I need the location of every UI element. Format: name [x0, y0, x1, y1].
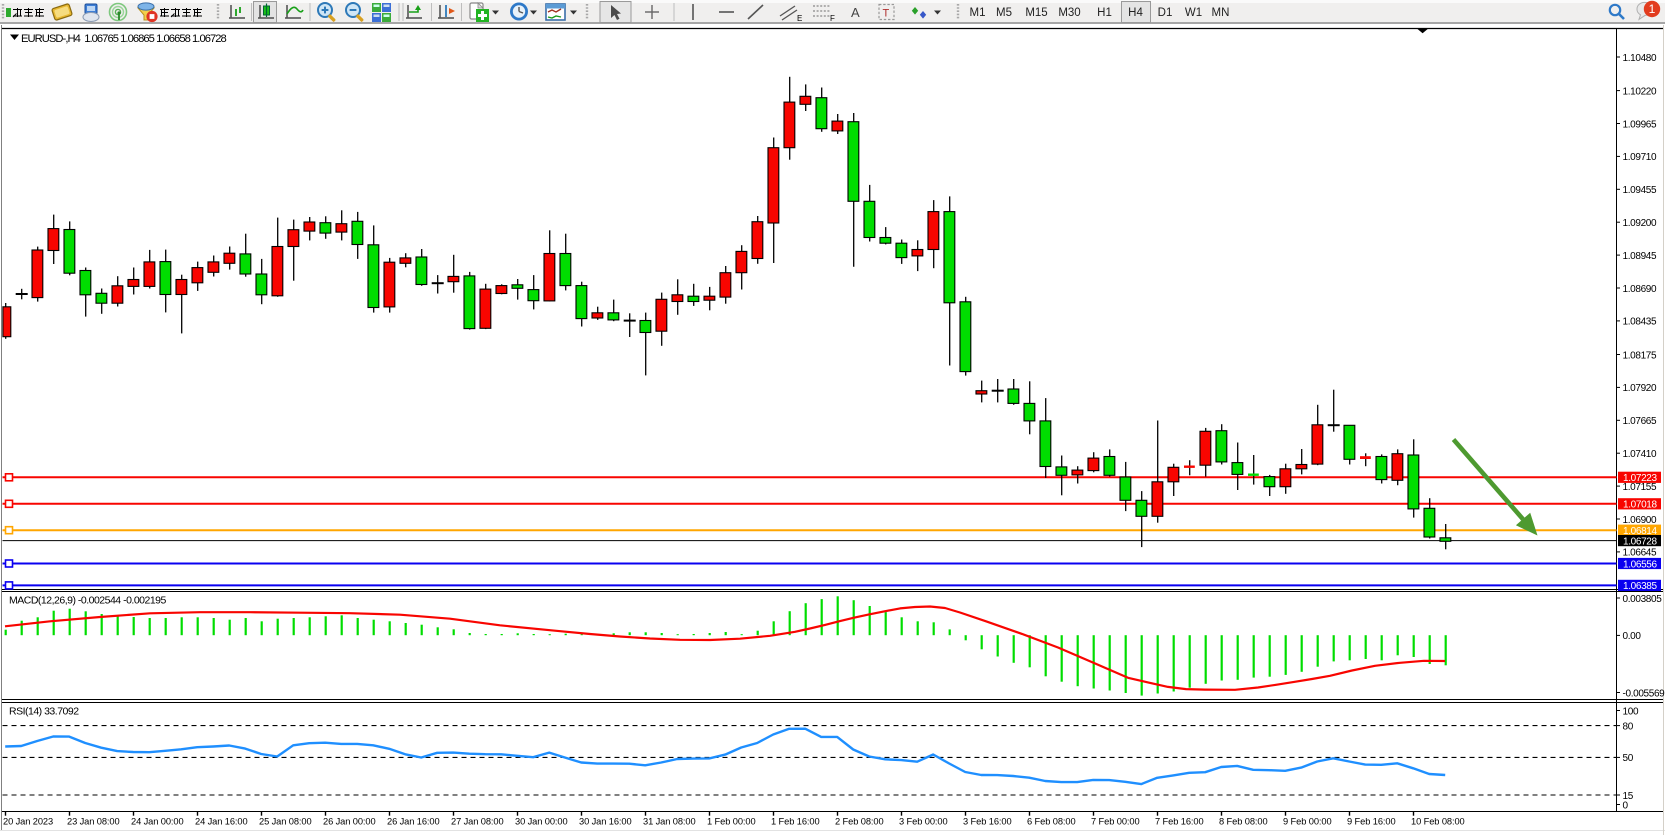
svg-text:1.08690: 1.08690 — [1623, 284, 1657, 295]
svg-text:50: 50 — [1623, 753, 1634, 764]
svg-text:0: 0 — [1623, 800, 1629, 811]
svg-text:30 Jan 16:00: 30 Jan 16:00 — [579, 817, 632, 827]
svg-text:H4: H4 — [1128, 7, 1143, 19]
svg-text:1.10220: 1.10220 — [1623, 86, 1657, 97]
svg-text:H1: H1 — [1097, 7, 1112, 19]
svg-text:6 Feb 08:00: 6 Feb 08:00 — [1027, 817, 1076, 827]
svg-text:1.10480: 1.10480 — [1623, 53, 1657, 64]
svg-text:D1: D1 — [1158, 7, 1173, 19]
svg-text:1.08945: 1.08945 — [1623, 251, 1657, 262]
svg-text:3 Feb 00:00: 3 Feb 00:00 — [899, 817, 948, 827]
svg-text:0.003805: 0.003805 — [1623, 594, 1663, 605]
svg-text:A: A — [851, 5, 860, 20]
svg-text:1.07223: 1.07223 — [1623, 473, 1657, 484]
svg-text:1.06728: 1.06728 — [1623, 536, 1657, 547]
svg-text:9 Feb 16:00: 9 Feb 16:00 — [1347, 817, 1396, 827]
svg-text:1: 1 — [1649, 2, 1656, 16]
svg-text:M5: M5 — [996, 7, 1012, 19]
svg-text:1.09710: 1.09710 — [1623, 152, 1657, 163]
svg-text:MN: MN — [1212, 7, 1230, 19]
svg-text:100: 100 — [1623, 706, 1640, 717]
svg-text:1.06900: 1.06900 — [1623, 515, 1657, 526]
svg-text:24 Jan 00:00: 24 Jan 00:00 — [131, 817, 184, 827]
svg-text:T: T — [883, 8, 890, 20]
svg-text:1.08175: 1.08175 — [1623, 350, 1657, 361]
svg-text:3 Feb 16:00: 3 Feb 16:00 — [963, 817, 1012, 827]
svg-text:20 Jan 2023: 20 Jan 2023 — [3, 817, 53, 827]
svg-text:1.07410: 1.07410 — [1623, 449, 1657, 460]
svg-text:1.07665: 1.07665 — [1623, 416, 1657, 427]
svg-text:1.08435: 1.08435 — [1623, 317, 1657, 328]
svg-text:1.07155: 1.07155 — [1623, 482, 1657, 493]
svg-text:1.07920: 1.07920 — [1623, 383, 1657, 394]
svg-text:1.06814: 1.06814 — [1623, 526, 1657, 537]
svg-text:F: F — [830, 14, 835, 23]
svg-text:25 Jan 08:00: 25 Jan 08:00 — [259, 817, 312, 827]
svg-text:24 Jan 16:00: 24 Jan 16:00 — [195, 817, 248, 827]
svg-text:0.00: 0.00 — [1623, 631, 1642, 642]
svg-text:8 Feb 08:00: 8 Feb 08:00 — [1219, 817, 1268, 827]
svg-text:10 Feb 08:00: 10 Feb 08:00 — [1411, 817, 1465, 827]
svg-text:M15: M15 — [1025, 7, 1047, 19]
svg-text:1.09455: 1.09455 — [1623, 185, 1657, 196]
svg-text:9 Feb 00:00: 9 Feb 00:00 — [1283, 817, 1332, 827]
svg-text:MACD(12,26,9) -0.002544 -0.002: MACD(12,26,9) -0.002544 -0.002195 — [9, 595, 167, 607]
svg-text:M1: M1 — [970, 7, 986, 19]
svg-text:30 Jan 00:00: 30 Jan 00:00 — [515, 817, 568, 827]
svg-text:W1: W1 — [1185, 7, 1202, 19]
svg-text:E: E — [797, 14, 802, 23]
svg-text:1.09965: 1.09965 — [1623, 119, 1657, 130]
svg-text:RSI(14) 33.7092: RSI(14) 33.7092 — [9, 706, 79, 718]
svg-text:7 Feb 16:00: 7 Feb 16:00 — [1155, 817, 1204, 827]
svg-text:-0.005569: -0.005569 — [1623, 688, 1665, 699]
svg-text:M30: M30 — [1058, 7, 1080, 19]
svg-text:80: 80 — [1623, 721, 1634, 732]
svg-text:1.09200: 1.09200 — [1623, 218, 1657, 229]
svg-text:1.06385: 1.06385 — [1623, 581, 1657, 592]
svg-text:EURUSD-,H4 1.06765 1.06865 1.: EURUSD-,H4 1.06765 1.06865 1.06658 1.067… — [21, 33, 227, 45]
svg-text:23 Jan 08:00: 23 Jan 08:00 — [67, 817, 120, 827]
svg-text:1.07018: 1.07018 — [1623, 500, 1657, 511]
svg-text:7 Feb 00:00: 7 Feb 00:00 — [1091, 817, 1140, 827]
svg-text:1.06556: 1.06556 — [1623, 559, 1657, 570]
svg-text:31 Jan 08:00: 31 Jan 08:00 — [643, 817, 696, 827]
svg-text:27 Jan 08:00: 27 Jan 08:00 — [451, 817, 504, 827]
svg-text:1 Feb 16:00: 1 Feb 16:00 — [771, 817, 820, 827]
svg-text:26 Jan 16:00: 26 Jan 16:00 — [387, 817, 440, 827]
svg-text:15: 15 — [1623, 791, 1634, 802]
svg-text:1.06645: 1.06645 — [1623, 548, 1657, 559]
svg-text:1 Feb 00:00: 1 Feb 00:00 — [707, 817, 756, 827]
svg-text:26 Jan 00:00: 26 Jan 00:00 — [323, 817, 376, 827]
svg-text:2 Feb 08:00: 2 Feb 08:00 — [835, 817, 884, 827]
